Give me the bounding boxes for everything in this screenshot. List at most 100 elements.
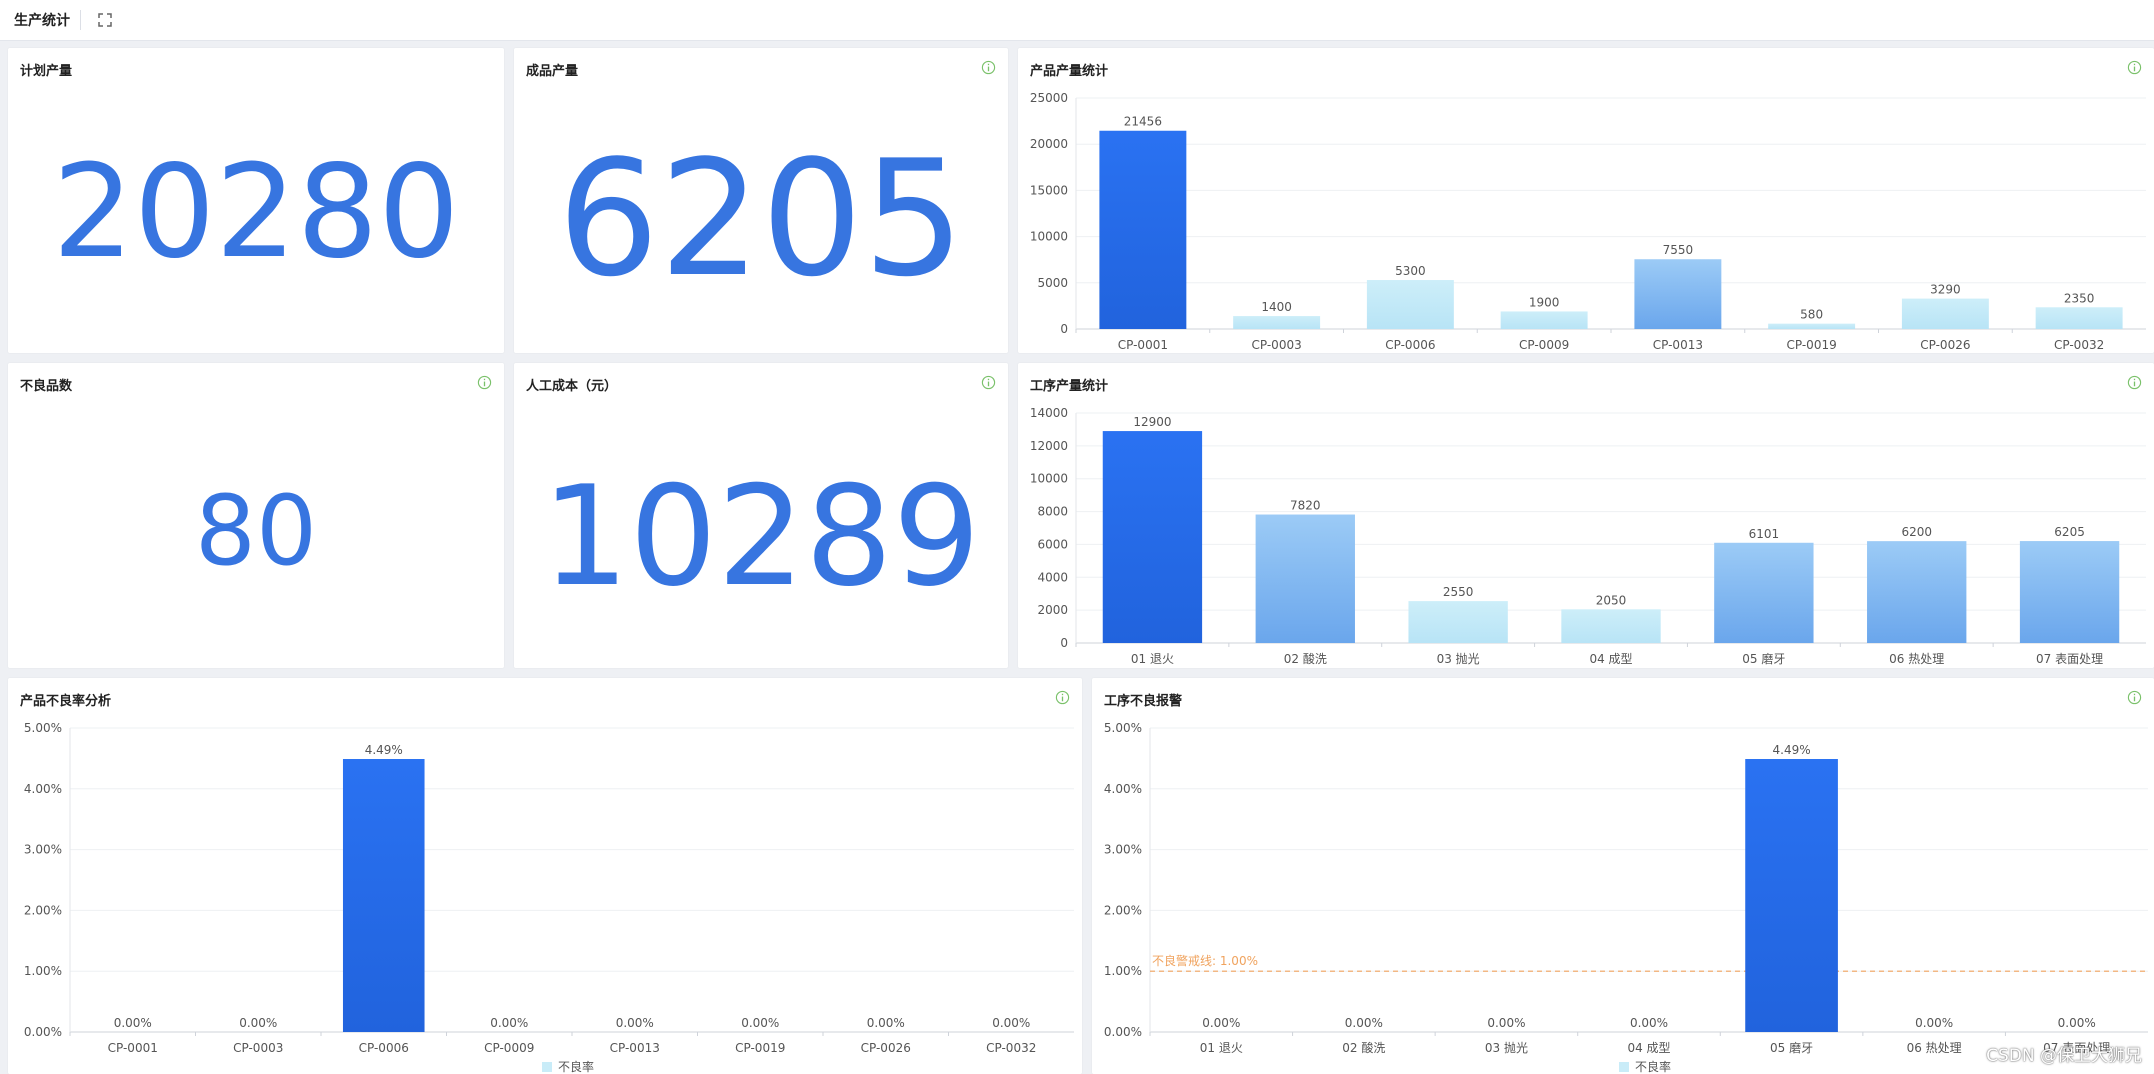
data-label: 0.00% <box>2058 1016 2096 1030</box>
y-tick-label: 0.00% <box>1104 1025 1142 1039</box>
data-label: 6200 <box>1901 525 1932 539</box>
data-label: 0.00% <box>616 1016 654 1030</box>
bar[interactable] <box>1714 542 1814 643</box>
legend-swatch <box>1619 1062 1629 1072</box>
bar-chart-process-output: 0 2000 4000 6000 8000 10000 12000 14000 12900 01 … <box>1030 406 2146 666</box>
data-label: 0.00% <box>1202 1016 1240 1030</box>
bar[interactable] <box>1500 311 1588 329</box>
data-label: 0.00% <box>1915 1016 1953 1030</box>
y-tick-label: 0 <box>1060 636 1068 650</box>
bar[interactable] <box>1901 298 1989 329</box>
top-bar: 生产统计 <box>0 0 2154 41</box>
x-tick-label: 04 成型 <box>1627 1041 1670 1055</box>
bar[interactable] <box>1233 316 1321 329</box>
chart-title: 产品产量统计 <box>1030 64 1109 79</box>
data-label: 0.00% <box>490 1016 528 1030</box>
x-tick-label: CP-0032 <box>2054 338 2104 352</box>
bar-chart-product-defect-rate: 0.00% 1.00% 2.00% 3.00% 4.00% 5.00% 0.00% CP-00… <box>24 721 1074 1074</box>
info-icon[interactable] <box>477 375 492 390</box>
data-label: 2350 <box>2064 291 2095 305</box>
data-label: 0.00% <box>992 1016 1030 1030</box>
x-tick-label: CP-0026 <box>1920 338 1970 352</box>
x-tick-label: 02 酸洗 <box>1342 1040 1385 1055</box>
bar[interactable] <box>1255 514 1355 643</box>
chart-title: 产品不良率分析 <box>20 694 112 709</box>
bar[interactable] <box>1768 323 1856 329</box>
x-tick-label: CP-0009 <box>1519 338 1569 352</box>
data-label: 0.00% <box>239 1016 277 1030</box>
legend-label: 不良率 <box>558 1059 594 1074</box>
data-label: 2550 <box>1443 585 1474 599</box>
x-tick-label: 02 酸洗 <box>1284 651 1327 666</box>
bar[interactable] <box>2035 307 2123 329</box>
bar[interactable] <box>1634 259 1722 329</box>
y-tick-label: 14000 <box>1030 406 1068 420</box>
data-label: 12900 <box>1133 415 1171 429</box>
x-tick-label: 07 表面处理 <box>2036 652 2103 666</box>
y-tick-label: 2.00% <box>24 903 62 917</box>
y-tick-label: 5000 <box>1037 276 1068 290</box>
y-tick-label: 0.00% <box>24 1025 62 1039</box>
x-tick-label: 04 成型 <box>1589 652 1632 666</box>
info-icon[interactable] <box>2127 690 2142 705</box>
y-tick-label: 4.00% <box>1104 782 1142 796</box>
data-label: 4.49% <box>365 743 403 757</box>
legend-swatch <box>542 1062 552 1072</box>
threshold-label: 不良警戒线: 1.00% <box>1152 953 1258 968</box>
kpi-title-labor: 人工成本（元） <box>526 379 618 394</box>
x-tick-label: CP-0019 <box>735 1041 785 1055</box>
data-label: 3290 <box>1930 283 1961 297</box>
info-icon[interactable] <box>1055 690 1070 705</box>
chart-panel-product-output: 产品产量统计 0 5000 10000 15000 20000 25000 21456 CP-… <box>1018 48 2154 353</box>
legend[interactable]: 不良率 <box>542 1059 594 1074</box>
x-tick-label: CP-0013 <box>610 1041 660 1055</box>
data-label: 7550 <box>1663 243 1694 257</box>
kpi-value-planned: 20280 <box>52 138 460 287</box>
bar[interactable] <box>1102 431 1203 643</box>
y-tick-label: 2000 <box>1037 603 1068 617</box>
info-icon[interactable] <box>2127 375 2142 390</box>
x-tick-label: 06 热处理 <box>1889 652 1944 666</box>
data-label: 0.00% <box>1487 1016 1525 1030</box>
info-icon[interactable] <box>981 375 996 390</box>
chart-panel-process-defect-alarm: 工序不良报警 0.00% 1.00% 2.00% 3.00% 4.00% 5.00% 不良警… <box>1092 678 2154 1074</box>
y-tick-label: 5.00% <box>24 721 62 735</box>
kpi-title-planned: 计划产量 <box>20 64 73 79</box>
x-tick-label: CP-0003 <box>1252 338 1302 352</box>
data-label: 1900 <box>1529 295 1560 309</box>
bar[interactable] <box>1408 601 1508 643</box>
bar[interactable] <box>1366 280 1454 329</box>
x-tick-label: CP-0026 <box>861 1041 911 1055</box>
chart-panel-product-defect-rate: 产品不良率分析 0.00% 1.00% 2.00% 3.00% 4.00% 5.00% 0.… <box>8 678 1082 1074</box>
y-tick-label: 3.00% <box>1104 843 1142 857</box>
kpi-panel-labor: 人工成本（元） 10289 <box>514 363 1008 668</box>
watermark: CSDN @保卫大狮兄 <box>1986 1046 2142 1066</box>
x-tick-label: CP-0003 <box>233 1041 283 1055</box>
y-tick-label: 12000 <box>1030 439 1068 453</box>
bar[interactable] <box>1099 130 1187 329</box>
bar[interactable] <box>1745 759 1838 1032</box>
bar[interactable] <box>1867 541 1967 643</box>
x-tick-label: CP-0019 <box>1787 338 1837 352</box>
data-label: 5300 <box>1395 264 1426 278</box>
y-tick-label: 5.00% <box>1104 721 1142 735</box>
data-label: 0.00% <box>114 1016 152 1030</box>
legend[interactable]: 不良率 <box>1619 1059 1671 1074</box>
data-label: 6205 <box>2054 525 2085 539</box>
expand-icon[interactable] <box>96 11 114 29</box>
kpi-panel-finished: 成品产量 6205 <box>514 48 1008 353</box>
info-icon[interactable] <box>981 60 996 75</box>
y-tick-label: 1.00% <box>24 964 62 978</box>
data-label: 7820 <box>1290 499 1321 513</box>
info-icon[interactable] <box>2127 60 2142 75</box>
y-tick-label: 6000 <box>1037 537 1068 551</box>
x-tick-label: 07 表面处理 <box>2043 1041 2110 1055</box>
data-label: 0.00% <box>1630 1016 1668 1030</box>
y-tick-label: 1.00% <box>1104 964 1142 978</box>
bar[interactable] <box>2019 541 2120 643</box>
x-tick-label: CP-0013 <box>1653 338 1703 352</box>
bar[interactable] <box>342 759 425 1032</box>
x-tick-label: CP-0001 <box>108 1041 158 1055</box>
bar[interactable] <box>1561 609 1661 643</box>
page-title: 生产统计 <box>14 13 70 29</box>
